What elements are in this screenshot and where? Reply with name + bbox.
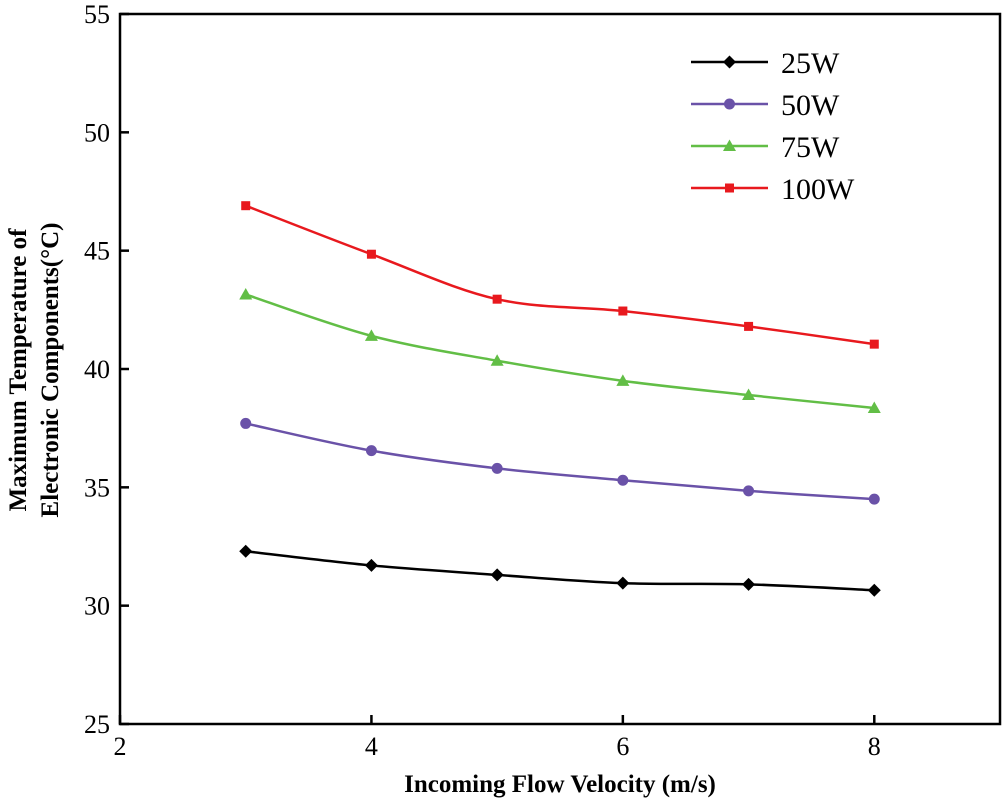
legend: 25W 50W 75W 100W	[691, 47, 855, 206]
data-point	[618, 475, 628, 485]
series-line	[246, 294, 875, 408]
data-point	[241, 201, 250, 210]
legend-label: 25W	[781, 47, 840, 80]
data-point	[239, 288, 252, 300]
y-tick-label: 35	[84, 473, 110, 502]
series-25W	[239, 545, 881, 597]
series-line	[246, 206, 875, 344]
data-point	[616, 577, 629, 590]
data-point	[493, 295, 502, 304]
data-point	[239, 545, 252, 558]
data-point	[744, 486, 754, 496]
legend-item-25W: 25W	[691, 47, 840, 80]
series-line	[246, 423, 875, 499]
data-point	[366, 446, 376, 456]
plot-frame	[120, 14, 1000, 724]
data-point	[492, 463, 502, 473]
x-tick-label: 8	[868, 732, 881, 761]
legend-label: 75W	[781, 131, 840, 164]
legend-label: 100W	[781, 173, 855, 206]
y-tick-label: 25	[84, 710, 110, 739]
legend-marker	[723, 56, 736, 69]
series-50W	[241, 418, 880, 504]
data-point	[365, 559, 378, 572]
axis-ticks: 25 30 35 40 45 50 55 2 4 6 8	[84, 0, 881, 761]
x-tick-label: 6	[616, 732, 629, 761]
y-axis-title-line-2: Electronic Components(°C)	[37, 223, 64, 518]
data-point	[869, 494, 879, 504]
legend-marker	[725, 99, 735, 109]
data-point	[870, 340, 879, 349]
data-point	[618, 307, 627, 316]
legend-label: 50W	[781, 89, 840, 122]
legend-marker	[725, 184, 734, 193]
x-tick-label: 2	[114, 732, 127, 761]
line-chart: 25 30 35 40 45 50 55 2 4 6 8 25W 50W 75W 100W Incomin…	[0, 0, 1005, 804]
data-point	[367, 250, 376, 259]
data-point	[491, 568, 504, 581]
legend-item-75W: 75W	[691, 131, 840, 164]
data-point	[742, 578, 755, 591]
y-tick-label: 40	[84, 355, 110, 384]
x-tick-label: 4	[365, 732, 378, 761]
series-layer	[239, 201, 881, 597]
legend-item-100W: 100W	[691, 173, 855, 206]
y-tick-label: 50	[84, 118, 110, 147]
x-axis-title: Incoming Flow Velocity (m/s)	[404, 771, 716, 798]
y-axis-title-line-1: Maximum Temperature of	[5, 228, 32, 512]
y-tick-label: 45	[84, 237, 110, 266]
data-point	[241, 418, 251, 428]
data-point	[744, 322, 753, 331]
y-tick-label: 30	[84, 592, 110, 621]
y-tick-label: 55	[84, 0, 110, 29]
legend-item-50W: 50W	[691, 89, 840, 122]
data-point	[868, 584, 881, 597]
series-line	[246, 551, 875, 590]
